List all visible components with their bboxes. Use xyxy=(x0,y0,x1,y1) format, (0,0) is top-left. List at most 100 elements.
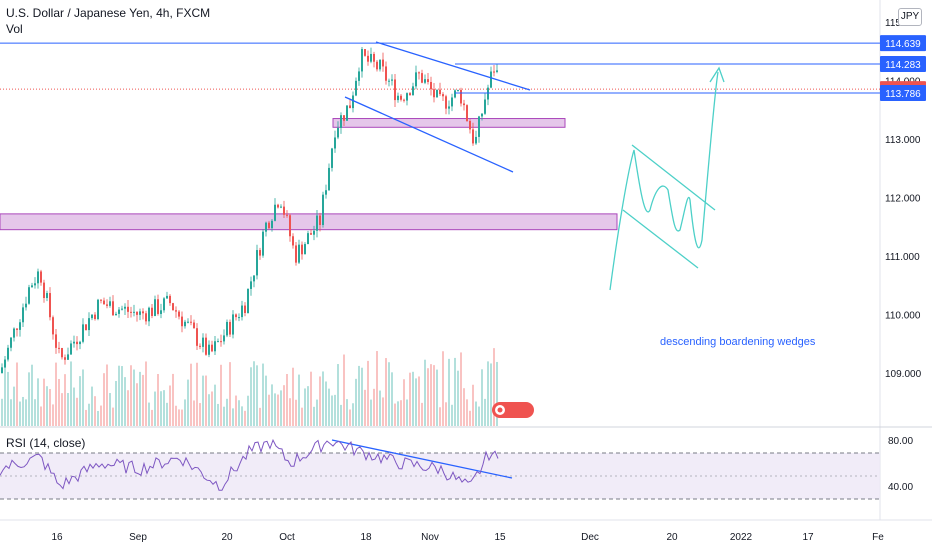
candle-body xyxy=(148,307,150,322)
volume-bar xyxy=(265,375,267,426)
candle-body xyxy=(196,328,198,346)
volume-bar xyxy=(331,395,333,426)
candle-body xyxy=(439,89,441,95)
volume-bar xyxy=(184,399,186,426)
volume-bar xyxy=(283,385,285,426)
support-zone[interactable] xyxy=(0,213,618,231)
time-tick-label: 18 xyxy=(360,532,372,543)
volume-bar xyxy=(40,406,42,426)
candle-body xyxy=(139,311,141,315)
time-tick-label: Sep xyxy=(129,532,147,543)
candle-body xyxy=(28,287,30,304)
candle-body xyxy=(253,275,255,282)
volume-bar xyxy=(319,376,321,426)
candle-body xyxy=(88,318,90,331)
candle-body xyxy=(250,281,252,289)
symbol-title[interactable]: U.S. Dollar / Japanese Yen, 4h, FXCM xyxy=(6,6,211,20)
candle-body xyxy=(235,314,237,318)
volume-bar xyxy=(37,378,39,426)
candle-body xyxy=(169,295,171,304)
candle-body xyxy=(289,215,291,237)
volume-bar xyxy=(286,374,288,426)
volume-bar xyxy=(364,389,366,426)
candle-body xyxy=(226,321,228,336)
candle-body xyxy=(187,321,189,323)
candle-body xyxy=(418,72,420,74)
volume-bar xyxy=(382,397,384,426)
volume-bar xyxy=(349,409,351,426)
candle-body xyxy=(349,105,351,109)
volume-bar xyxy=(70,361,72,426)
candle-body xyxy=(124,306,126,309)
candle-body xyxy=(82,324,84,342)
volume-bar xyxy=(64,374,66,426)
candle-body xyxy=(382,59,384,67)
candle-body xyxy=(481,113,483,117)
volume-bar xyxy=(88,403,90,426)
rsi-trendline[interactable] xyxy=(331,439,513,479)
candle-body xyxy=(391,79,393,81)
candle-body xyxy=(322,194,324,225)
volume-bar xyxy=(334,394,336,426)
volume-bar xyxy=(190,363,192,426)
candle-body xyxy=(166,295,168,299)
wedge-upper-trendline[interactable] xyxy=(375,41,531,91)
volume-bar xyxy=(235,395,237,426)
candle-body xyxy=(406,93,408,101)
candle-body xyxy=(283,206,285,215)
volume-bar xyxy=(58,378,60,426)
volume-bar xyxy=(448,358,450,426)
rsi-axis: 80.00 40.00 xyxy=(888,436,913,493)
candle-body xyxy=(31,285,33,288)
volume-bar xyxy=(454,357,456,426)
candle-body xyxy=(1,367,3,373)
volume-bar xyxy=(118,365,120,426)
volume-bar xyxy=(142,374,144,426)
rsi-line xyxy=(0,438,499,491)
volume-bar xyxy=(376,351,378,426)
time-tick-label: 2022 xyxy=(730,532,753,543)
volume-bar xyxy=(4,367,6,426)
broadening-wedge-sketch[interactable] xyxy=(609,66,725,291)
candle-body xyxy=(79,341,81,345)
volume-bar xyxy=(346,399,348,426)
candle-body xyxy=(337,127,339,138)
volume-bar xyxy=(412,371,414,426)
volume-bar xyxy=(187,379,189,426)
candle-body xyxy=(184,321,186,327)
candle-body xyxy=(202,337,204,347)
wedge-lower-trendline[interactable] xyxy=(344,96,514,173)
volume-bar xyxy=(208,394,210,426)
candle-body xyxy=(37,271,39,284)
support-zone[interactable] xyxy=(332,118,566,128)
volume-bar xyxy=(478,406,480,426)
volume-bar xyxy=(196,362,198,426)
volume-bar xyxy=(373,388,375,426)
volume-bar xyxy=(391,372,393,426)
candle-body xyxy=(427,79,429,82)
candle-body xyxy=(223,335,225,342)
candle-body xyxy=(262,231,264,256)
candle-body xyxy=(142,311,144,314)
volume-bar xyxy=(55,362,57,426)
currency-badge[interactable]: JPY xyxy=(898,8,922,26)
candle-body xyxy=(493,71,495,73)
volume-bar xyxy=(262,363,264,426)
candle-body xyxy=(121,308,123,310)
candle-body xyxy=(478,116,480,137)
volume-bar xyxy=(181,409,183,426)
volume-bar xyxy=(175,405,177,426)
price-level-badge xyxy=(880,55,926,72)
volume-bar xyxy=(82,369,84,426)
price-level-badge xyxy=(880,35,926,52)
volume-bar xyxy=(484,398,486,426)
candle-body xyxy=(52,317,54,335)
candle-body xyxy=(73,341,75,344)
bar-replay-icon[interactable] xyxy=(492,402,534,418)
volume-bar xyxy=(127,390,129,426)
candle-body xyxy=(466,105,468,122)
volume-bar xyxy=(136,383,138,426)
volume-bar xyxy=(430,364,432,426)
volume-bar xyxy=(424,359,426,426)
